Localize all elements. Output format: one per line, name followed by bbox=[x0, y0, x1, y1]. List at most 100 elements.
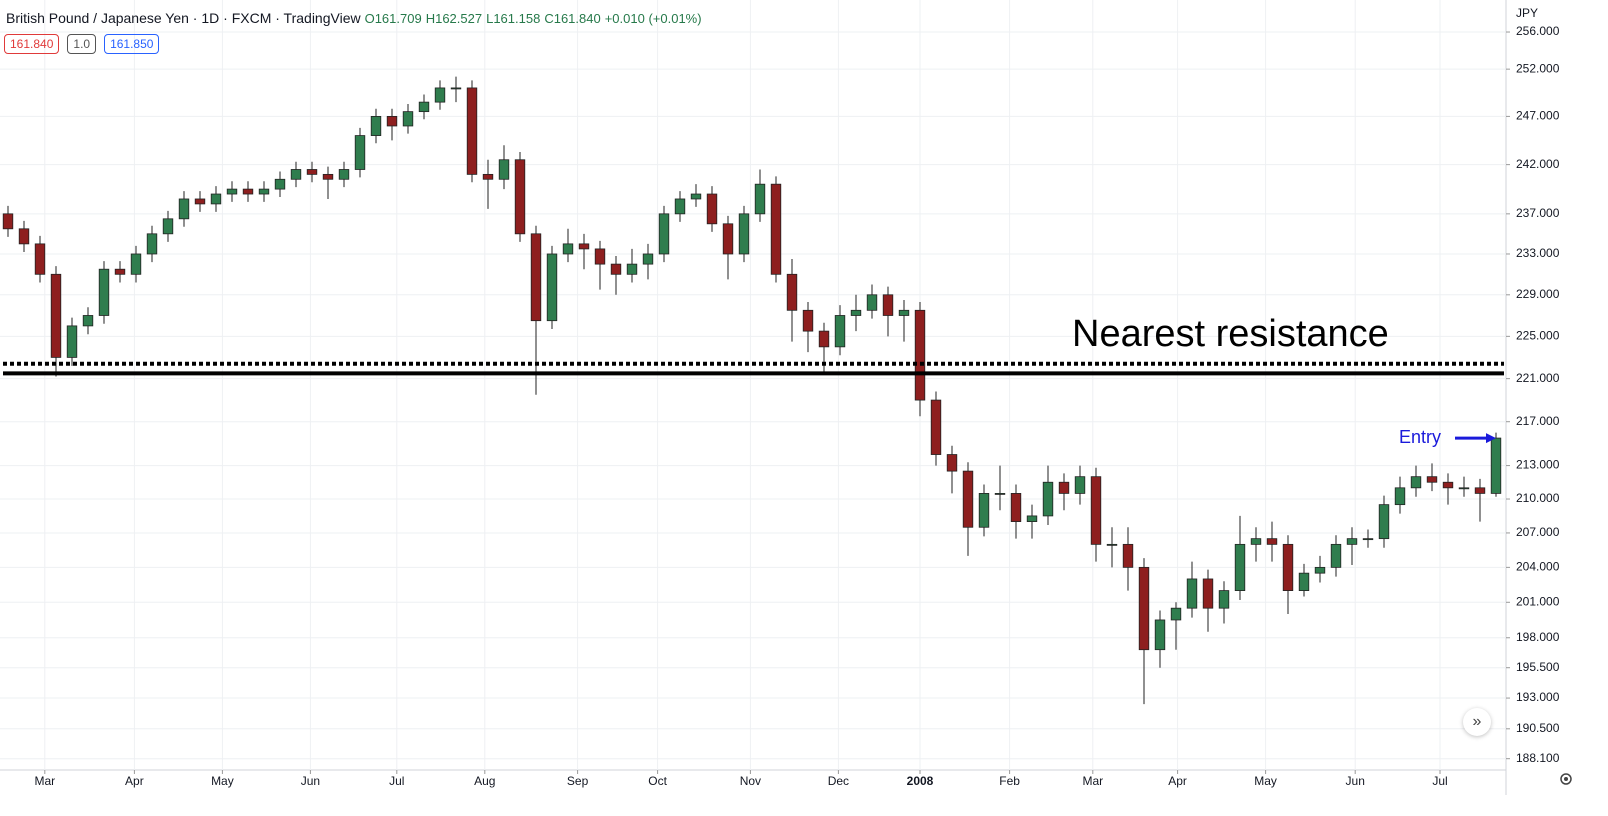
candle-body bbox=[802, 309, 814, 332]
x-tick-label: Mar bbox=[1082, 774, 1103, 788]
y-tick-label: 225.000 bbox=[1516, 329, 1560, 343]
candle-body bbox=[1010, 493, 1022, 522]
candle-body bbox=[98, 268, 110, 316]
candle-body bbox=[1026, 515, 1038, 522]
candle-body bbox=[946, 454, 958, 472]
candle-body bbox=[914, 309, 926, 401]
x-tick-label: Jul bbox=[1432, 774, 1447, 788]
buy-price[interactable]: 161.850 bbox=[104, 34, 160, 54]
y-tick-label: 233.000 bbox=[1516, 246, 1560, 260]
resistance-label: Nearest resistance bbox=[1072, 313, 1389, 355]
x-tick-label: Jun bbox=[301, 774, 320, 788]
x-tick-label: Apr bbox=[125, 774, 144, 788]
candle-body bbox=[578, 243, 590, 250]
y-tick-label: 217.000 bbox=[1516, 414, 1560, 428]
candle-body bbox=[1042, 481, 1054, 517]
candle-body bbox=[690, 193, 702, 200]
candle-body bbox=[674, 198, 686, 215]
candle-body bbox=[1266, 538, 1278, 545]
scroll-to-latest[interactable]: » bbox=[1463, 708, 1491, 736]
candle-body bbox=[1154, 619, 1166, 651]
candle-body bbox=[466, 87, 478, 175]
candle-body bbox=[130, 253, 142, 275]
candle-body bbox=[1314, 566, 1326, 574]
candle-body bbox=[1234, 543, 1246, 591]
price-tags: 161.840 1.0 161.850 bbox=[4, 34, 160, 54]
settings-icon[interactable] bbox=[1560, 773, 1572, 785]
candle-body bbox=[850, 309, 862, 316]
symbol-header: British Pound / Japanese Yen · 1D · FXCM… bbox=[6, 10, 702, 26]
candle-body bbox=[626, 263, 638, 275]
candle-body bbox=[322, 173, 334, 180]
x-tick-label: Jul bbox=[389, 774, 404, 788]
candle-body bbox=[66, 325, 78, 358]
candle-body bbox=[546, 253, 558, 322]
candle-body bbox=[498, 159, 510, 180]
candle-body bbox=[194, 198, 206, 205]
candle-body bbox=[610, 263, 622, 275]
y-tick-label: 242.000 bbox=[1516, 157, 1560, 171]
candle-body bbox=[82, 315, 94, 327]
y-tick-label: 193.000 bbox=[1516, 690, 1560, 704]
y-tick-label: 195.500 bbox=[1516, 660, 1560, 674]
y-tick-label: 198.000 bbox=[1516, 630, 1560, 644]
candle-body bbox=[1474, 487, 1486, 494]
candle-body bbox=[450, 87, 462, 90]
x-tick-label: Sep bbox=[567, 774, 589, 788]
x-tick-label: Mar bbox=[34, 774, 55, 788]
y-tick-label: 190.500 bbox=[1516, 721, 1560, 735]
candle-body bbox=[146, 233, 158, 255]
candle-body bbox=[1490, 437, 1502, 494]
candle-body bbox=[978, 493, 990, 528]
entry-arrowhead bbox=[1486, 433, 1496, 444]
sell-price[interactable]: 161.840 bbox=[4, 34, 60, 54]
candle-body bbox=[786, 273, 798, 311]
candle-body bbox=[210, 193, 222, 205]
quote-value: L161.158 bbox=[486, 11, 541, 26]
y-tick-label: 247.000 bbox=[1516, 109, 1560, 123]
candle-body bbox=[1442, 481, 1454, 489]
candle-body bbox=[290, 169, 302, 180]
grid bbox=[0, 0, 1506, 770]
candle-body bbox=[1282, 543, 1294, 591]
x-tick-label: May bbox=[1254, 774, 1277, 788]
quote-value: C161.840 bbox=[544, 11, 601, 26]
entry-label: Entry bbox=[1399, 427, 1441, 447]
candle-body bbox=[658, 213, 670, 255]
symbol-title: British Pound / Japanese Yen · 1D · FXCM… bbox=[6, 10, 361, 26]
candle-body bbox=[1346, 538, 1358, 545]
candle-body bbox=[1170, 607, 1182, 621]
candle-body bbox=[898, 309, 910, 316]
candle-body bbox=[1090, 476, 1102, 545]
candle-body bbox=[962, 470, 974, 528]
quote-value: O161.709 bbox=[364, 11, 422, 26]
candle-body bbox=[482, 173, 494, 180]
candle-body bbox=[722, 223, 734, 255]
y-tick-label: 210.000 bbox=[1516, 491, 1560, 505]
candle-body bbox=[754, 183, 766, 215]
candle-body bbox=[642, 253, 654, 265]
candle-body bbox=[1410, 476, 1422, 489]
candle-body bbox=[738, 213, 750, 255]
candle-body bbox=[370, 115, 382, 136]
y-tick-label: 201.000 bbox=[1516, 594, 1560, 608]
candle-body bbox=[18, 228, 30, 245]
x-tick-label: Apr bbox=[1168, 774, 1187, 788]
y-tick-label: 252.000 bbox=[1516, 61, 1560, 75]
y-tick-label: 237.000 bbox=[1516, 206, 1560, 220]
quote-value: +0.010 (+0.01%) bbox=[604, 11, 702, 26]
candle-body bbox=[562, 243, 574, 255]
y-tick-label: 221.000 bbox=[1516, 371, 1560, 385]
candle-body bbox=[1458, 487, 1470, 490]
candle-body bbox=[1378, 504, 1390, 540]
x-tick-label: Dec bbox=[828, 774, 849, 788]
candle-body bbox=[1202, 578, 1214, 609]
candle-body bbox=[2, 213, 14, 230]
candle-body bbox=[258, 188, 270, 195]
x-tick-label: May bbox=[211, 774, 234, 788]
candle-body bbox=[994, 493, 1006, 495]
candle-body bbox=[1074, 476, 1086, 494]
candle-body bbox=[402, 111, 414, 127]
candle-body bbox=[1298, 572, 1310, 591]
